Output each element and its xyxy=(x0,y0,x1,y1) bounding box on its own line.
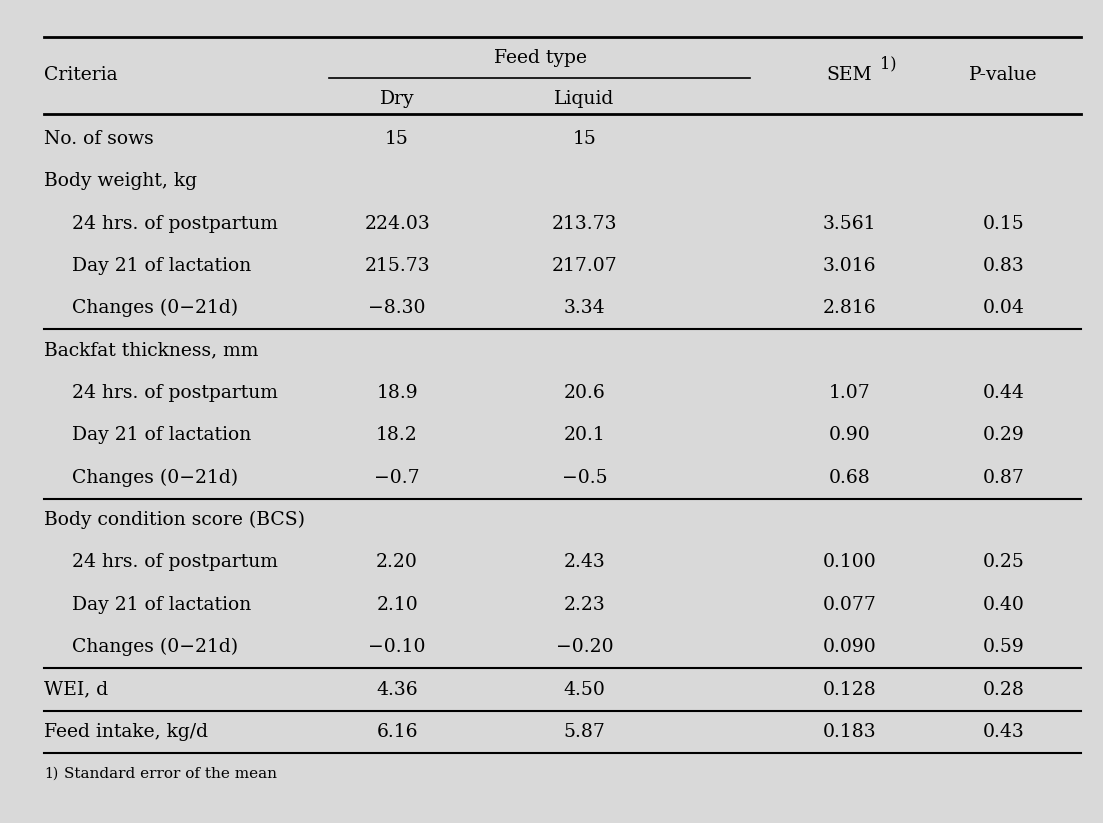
Text: 24 hrs. of postpartum: 24 hrs. of postpartum xyxy=(72,384,278,402)
Text: Dry: Dry xyxy=(379,90,415,108)
Text: 0.090: 0.090 xyxy=(823,638,876,656)
Text: 0.128: 0.128 xyxy=(823,681,876,699)
Text: Changes (0−21d): Changes (0−21d) xyxy=(72,638,238,656)
Text: 0.43: 0.43 xyxy=(983,723,1025,741)
Text: Day 21 of lactation: Day 21 of lactation xyxy=(72,257,251,275)
Text: 0.59: 0.59 xyxy=(983,638,1025,656)
Text: Criteria: Criteria xyxy=(44,67,118,84)
Text: 2.10: 2.10 xyxy=(376,596,418,614)
Text: 0.68: 0.68 xyxy=(828,469,870,486)
Text: Feed intake, kg/d: Feed intake, kg/d xyxy=(44,723,208,741)
Text: Standard error of the mean: Standard error of the mean xyxy=(64,766,277,781)
Text: Day 21 of lactation: Day 21 of lactation xyxy=(72,596,251,614)
Text: Day 21 of lactation: Day 21 of lactation xyxy=(72,426,251,444)
Text: 0.25: 0.25 xyxy=(983,553,1025,571)
Text: 0.40: 0.40 xyxy=(983,596,1025,614)
Text: 0.15: 0.15 xyxy=(983,215,1025,233)
Text: −0.20: −0.20 xyxy=(556,638,613,656)
Text: Feed type: Feed type xyxy=(494,49,587,67)
Text: 213.73: 213.73 xyxy=(552,215,618,233)
Text: Body weight, kg: Body weight, kg xyxy=(44,172,197,190)
Text: 0.83: 0.83 xyxy=(983,257,1025,275)
Text: P-value: P-value xyxy=(970,67,1038,84)
Text: 18.9: 18.9 xyxy=(376,384,418,402)
Text: 20.1: 20.1 xyxy=(564,426,606,444)
Text: −0.7: −0.7 xyxy=(374,469,420,486)
Text: 3.561: 3.561 xyxy=(823,215,876,233)
Text: 2.816: 2.816 xyxy=(823,300,876,318)
Text: Liquid: Liquid xyxy=(555,90,614,108)
Text: 15: 15 xyxy=(385,130,409,148)
Text: 0.183: 0.183 xyxy=(823,723,876,741)
Text: 1.07: 1.07 xyxy=(828,384,870,402)
Text: −8.30: −8.30 xyxy=(368,300,426,318)
Text: 2.20: 2.20 xyxy=(376,553,418,571)
Text: 215.73: 215.73 xyxy=(364,257,430,275)
Text: 2.43: 2.43 xyxy=(564,553,606,571)
Text: Changes (0−21d): Changes (0−21d) xyxy=(72,468,238,487)
Text: 4.36: 4.36 xyxy=(376,681,418,699)
Text: 24 hrs. of postpartum: 24 hrs. of postpartum xyxy=(72,553,278,571)
Text: 3.016: 3.016 xyxy=(823,257,876,275)
Text: −0.5: −0.5 xyxy=(561,469,608,486)
Text: 1): 1) xyxy=(880,55,897,72)
Text: Body condition score (BCS): Body condition score (BCS) xyxy=(44,511,306,529)
Text: Changes (0−21d): Changes (0−21d) xyxy=(72,300,238,318)
Text: 0.44: 0.44 xyxy=(983,384,1025,402)
Text: 2.23: 2.23 xyxy=(564,596,606,614)
Text: 0.100: 0.100 xyxy=(823,553,876,571)
Text: 3.34: 3.34 xyxy=(564,300,606,318)
Text: 0.29: 0.29 xyxy=(983,426,1025,444)
Text: SEM: SEM xyxy=(826,67,872,84)
Text: 5.87: 5.87 xyxy=(564,723,606,741)
Text: 4.50: 4.50 xyxy=(564,681,606,699)
Text: 0.90: 0.90 xyxy=(828,426,870,444)
Text: 20.6: 20.6 xyxy=(564,384,606,402)
Text: 18.2: 18.2 xyxy=(376,426,418,444)
Text: 0.077: 0.077 xyxy=(823,596,876,614)
Text: 1): 1) xyxy=(44,766,58,781)
Text: Backfat thickness, mm: Backfat thickness, mm xyxy=(44,342,258,360)
Text: 0.87: 0.87 xyxy=(983,469,1025,486)
Text: 0.04: 0.04 xyxy=(983,300,1025,318)
Text: 224.03: 224.03 xyxy=(364,215,430,233)
Text: 217.07: 217.07 xyxy=(552,257,618,275)
Text: −0.10: −0.10 xyxy=(368,638,426,656)
Text: 24 hrs. of postpartum: 24 hrs. of postpartum xyxy=(72,215,278,233)
Text: 15: 15 xyxy=(572,130,597,148)
Text: 0.28: 0.28 xyxy=(983,681,1025,699)
Text: WEI, d: WEI, d xyxy=(44,681,108,699)
Text: 6.16: 6.16 xyxy=(376,723,418,741)
Text: No. of sows: No. of sows xyxy=(44,130,154,148)
